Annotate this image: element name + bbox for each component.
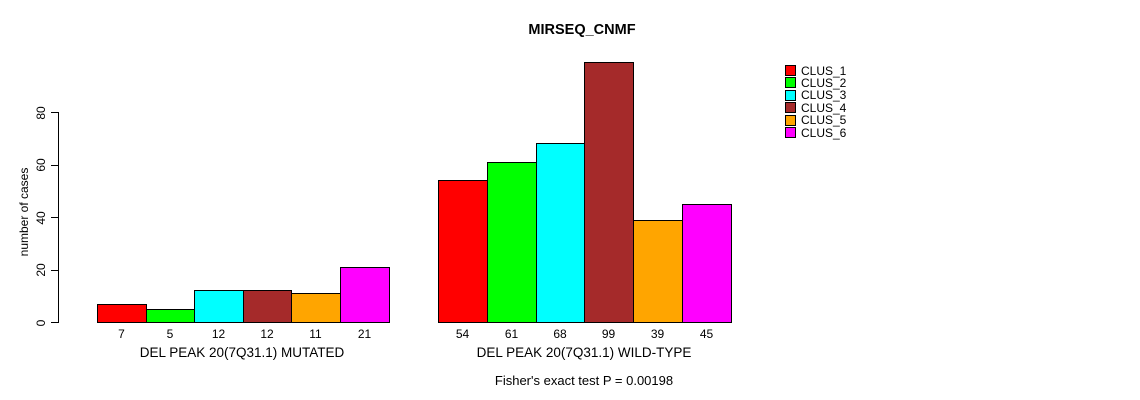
y-axis-tick-label: 60 [34,158,48,172]
y-axis-tick-label: 20 [34,263,48,277]
legend-swatch-clus_6 [785,127,796,138]
chart-title: MIRSEQ_CNMF [528,22,636,38]
bar-value-label: 21 [357,327,372,341]
y-axis-tick-label: 80 [34,105,48,120]
bar-clus_2-group1 [146,309,195,323]
bar-value-label: 12 [260,327,274,341]
legend-swatch-clus_4 [785,102,796,114]
y-axis-tick [51,269,58,271]
group-label-mutated: DEL PEAK 20(7Q31.1) MUTATED [139,345,345,360]
bar-value-label: 39 [650,327,665,341]
bar-clus_6-group1 [340,267,390,323]
bar-clus_3-group1 [194,290,244,323]
bar-clus_5-group1 [291,293,341,323]
bar-value-label: 45 [699,327,714,341]
bar-value-label: 61 [504,327,519,341]
bar-clus_5-group2 [633,220,683,323]
bar-value-label: 12 [211,327,226,341]
y-axis-tick-label: 0 [34,319,48,326]
bar-clus_6-group2 [682,204,732,323]
bar-clus_3-group2 [536,143,585,323]
legend-label-clus_6: CLUS_6 [801,125,847,140]
fisher-test-annotation: Fisher's exact test P = 0.00198 [494,373,674,388]
bar-value-label: 68 [553,327,567,341]
bar-value-label: 54 [455,327,470,341]
y-axis-tick [51,217,58,218]
y-axis-tick [51,112,58,113]
legend-swatch-clus_1 [785,65,796,76]
bar-clus_1-group2 [438,180,488,323]
bar-clus_2-group2 [487,162,537,323]
legend-swatch-clus_2 [785,77,796,89]
y-axis-tick [51,164,58,166]
bar-value-label: 99 [601,327,616,341]
y-axis-line [58,112,59,323]
legend-label-clus_5: CLUS_5 [801,113,847,128]
bar-value-label: 5 [166,327,174,341]
legend-swatch-clus_3 [785,89,796,101]
y-axis-tick-label: 40 [34,210,48,225]
legend-label-clus_2: CLUS_2 [801,75,847,90]
legend-label-clus_1: CLUS_1 [801,63,847,78]
y-axis-label: number of cases [17,167,31,257]
y-axis-tick [51,322,58,323]
group-label-wildtype: DEL PEAK 20(7Q31.1) WILD-TYPE [476,345,692,360]
bar-clus_1-group1 [97,304,147,323]
legend-label-clus_3: CLUS_3 [801,88,847,103]
bar-value-label: 7 [118,327,125,341]
bar-clus_4-group2 [584,62,634,323]
bar-value-label: 11 [309,327,322,341]
bar-clus_4-group1 [243,290,292,323]
legend-label-clus_4: CLUS_4 [801,100,847,115]
legend-swatch-clus_5 [785,114,796,126]
